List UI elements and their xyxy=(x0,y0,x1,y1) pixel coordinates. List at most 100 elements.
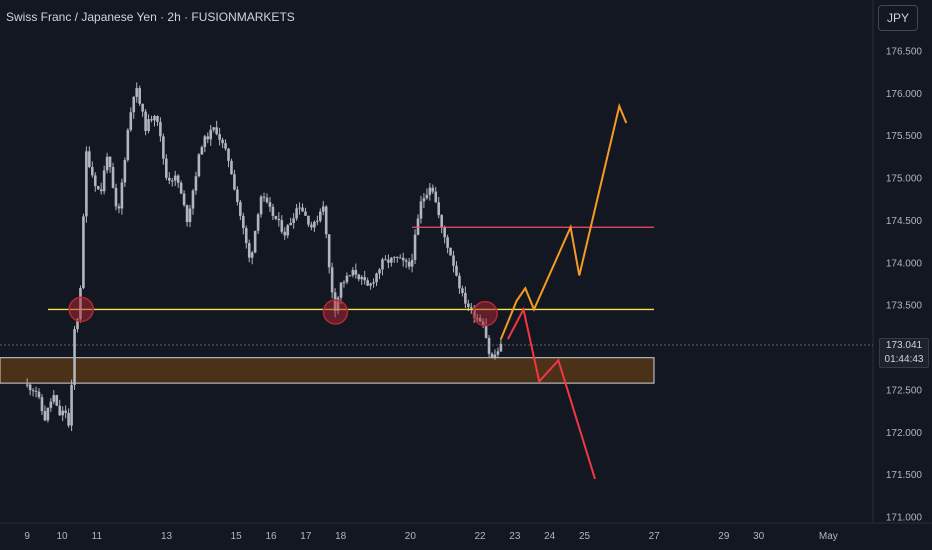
candle-body xyxy=(440,215,443,227)
candle-body xyxy=(313,221,316,228)
candle-body xyxy=(70,384,73,426)
candle-body xyxy=(256,214,260,231)
time-axis-layer: 9 10 11 13 15 16 17 18 20 22 23 24 25 27 29 30 May xyxy=(24,531,837,542)
time-axis-label: 18 xyxy=(335,531,347,542)
chart-title: Swiss Franc / Japanese Yen · 2h · FUSION… xyxy=(6,10,295,24)
candle-body xyxy=(64,410,67,413)
candle-body xyxy=(247,243,251,258)
touch-marker xyxy=(68,296,94,323)
candle-body xyxy=(236,189,239,202)
candle-body xyxy=(339,282,343,298)
price-axis-label: 172.500 xyxy=(886,385,923,396)
candle-body xyxy=(224,143,227,149)
candle-body xyxy=(496,351,500,355)
candle-body xyxy=(378,269,381,274)
time-axis-label: 17 xyxy=(300,531,312,542)
demand-zone xyxy=(0,357,655,384)
candle-body xyxy=(277,218,281,221)
candle-body xyxy=(283,231,287,236)
candle-body xyxy=(150,119,153,121)
candle-body xyxy=(375,273,378,283)
candle-body xyxy=(437,202,441,216)
candle-body xyxy=(52,395,56,402)
demand-zone-layer xyxy=(0,357,655,384)
candle-body xyxy=(262,196,266,198)
price-axis-label: 173.500 xyxy=(886,301,923,312)
candle-body xyxy=(357,274,361,280)
candle-body xyxy=(295,208,298,219)
candle-body xyxy=(467,303,470,308)
candle-body xyxy=(407,261,411,267)
candle-body xyxy=(363,277,367,281)
candle-body xyxy=(401,257,405,261)
touch-marker xyxy=(472,300,498,327)
bullish-projection-path xyxy=(499,102,628,340)
candle-body xyxy=(96,186,100,190)
candle-body xyxy=(434,191,438,203)
candle-body xyxy=(321,206,325,212)
candle-body xyxy=(203,136,207,148)
time-axis-label: 29 xyxy=(718,531,730,542)
candle-body xyxy=(28,384,32,391)
candle-body xyxy=(221,139,224,144)
candle-body xyxy=(46,407,50,421)
candle-body xyxy=(165,158,168,178)
candle-body xyxy=(43,411,47,421)
candle-body xyxy=(381,259,384,270)
price-axis-label: 176.500 xyxy=(886,47,923,58)
candles-layer xyxy=(25,82,503,432)
candle-body xyxy=(443,226,446,238)
candle-body xyxy=(209,129,213,140)
candle-body xyxy=(395,256,399,258)
candle-body xyxy=(212,127,215,130)
candle-body xyxy=(117,206,121,209)
candle-body xyxy=(393,256,396,258)
candle-body xyxy=(141,103,144,112)
candle-body xyxy=(215,127,218,135)
candle-body xyxy=(404,260,408,262)
touch-marker xyxy=(322,299,349,325)
candle-body xyxy=(318,211,322,221)
candle-body xyxy=(37,391,41,398)
candle-body xyxy=(49,401,53,408)
candle-body xyxy=(327,234,331,268)
candle-body xyxy=(316,220,319,222)
candle-body xyxy=(250,252,254,258)
candle-body xyxy=(230,160,233,175)
last-price-value: 173.041 xyxy=(885,340,923,351)
candle-body xyxy=(173,175,177,181)
candle-body xyxy=(310,224,313,228)
candle-body xyxy=(176,175,180,183)
candle-body xyxy=(135,88,139,97)
time-axis-label: 25 xyxy=(579,531,591,542)
candle-body xyxy=(372,282,375,284)
candle-body xyxy=(61,410,64,416)
candle-body xyxy=(307,215,310,225)
candle-body xyxy=(280,220,284,232)
candle-body xyxy=(159,121,162,137)
candle-body xyxy=(431,187,435,192)
candle-body xyxy=(188,208,192,222)
candle-body xyxy=(105,156,109,171)
candle-body xyxy=(301,207,304,212)
candle-body xyxy=(369,283,372,286)
candle-body xyxy=(185,205,189,222)
candle-body xyxy=(99,189,103,192)
candle-body xyxy=(242,215,245,229)
candle-body xyxy=(490,353,494,358)
candle-body xyxy=(289,222,292,226)
candle-body xyxy=(132,96,136,113)
candle-body xyxy=(286,225,290,236)
candle-body xyxy=(76,319,79,330)
candle-body xyxy=(218,134,221,140)
currency-button[interactable]: JPY xyxy=(878,5,918,31)
candle-body xyxy=(58,405,62,416)
candle-body xyxy=(34,390,38,392)
candle-body xyxy=(348,275,352,277)
candle-body xyxy=(419,201,423,219)
candle-body xyxy=(410,260,414,267)
candle-body xyxy=(387,259,390,263)
candle-body xyxy=(292,218,295,223)
candle-body xyxy=(487,337,491,354)
